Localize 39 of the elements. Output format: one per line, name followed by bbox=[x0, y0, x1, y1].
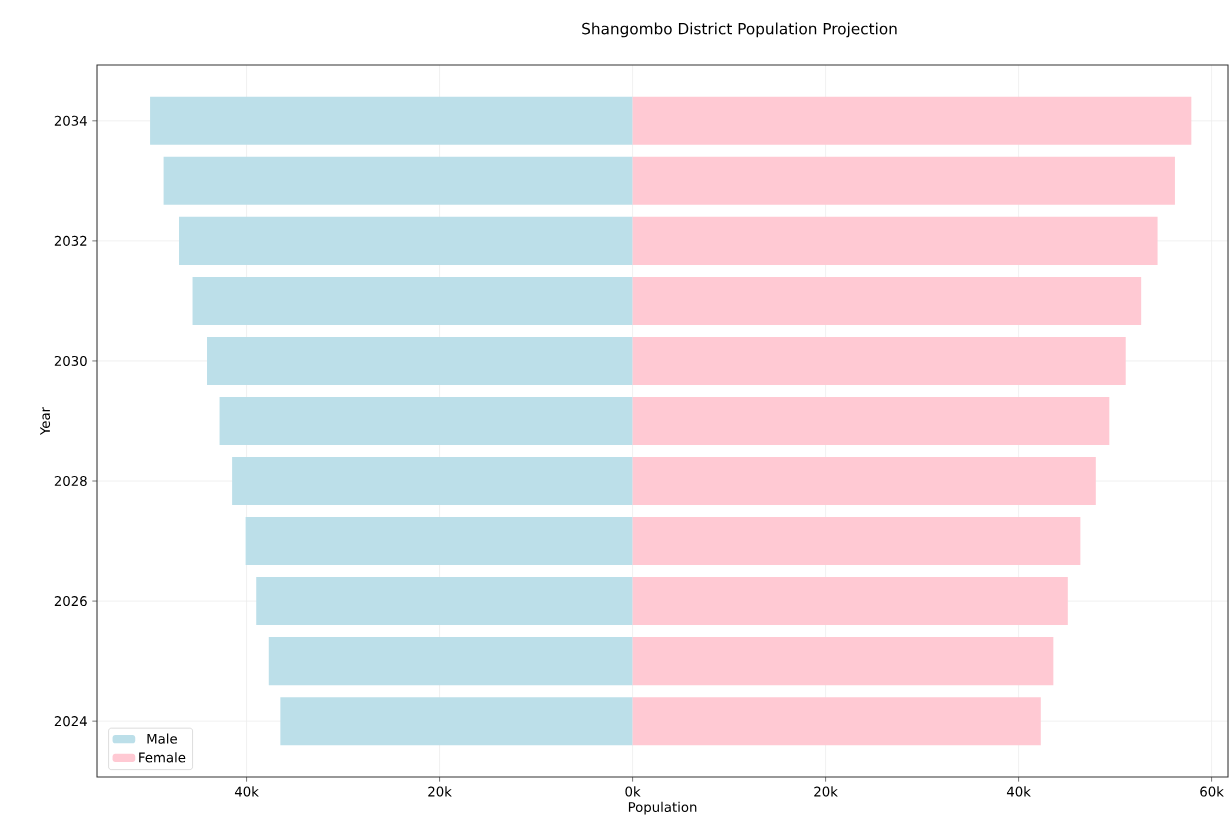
x-tick-label: 0k bbox=[625, 786, 641, 797]
y-tick-label: 2024 bbox=[54, 716, 87, 727]
bar bbox=[268, 637, 633, 686]
bar bbox=[219, 396, 633, 445]
x-tick-label: 20k bbox=[814, 786, 838, 797]
y-tick-label: 2026 bbox=[54, 596, 87, 607]
bar bbox=[245, 517, 633, 566]
bar bbox=[179, 216, 633, 265]
chart-title: Shangombo District Population Projection bbox=[582, 22, 897, 38]
x-tick-label: 20k bbox=[428, 786, 452, 797]
bar bbox=[632, 697, 1041, 746]
bar bbox=[632, 276, 1142, 325]
y-tick-label: 2032 bbox=[54, 235, 87, 246]
x-tick-label: 60k bbox=[1200, 786, 1224, 797]
bar bbox=[280, 697, 633, 746]
bar bbox=[207, 336, 633, 385]
bar bbox=[232, 457, 633, 506]
y-tick-label: 2034 bbox=[54, 115, 87, 126]
y-tick-label: 2030 bbox=[54, 355, 87, 366]
bar bbox=[632, 216, 1158, 265]
bar bbox=[632, 156, 1175, 205]
bar bbox=[256, 577, 633, 626]
x-axis-title: Population bbox=[628, 801, 697, 815]
bar bbox=[632, 396, 1110, 445]
y-tick-label: 2028 bbox=[54, 475, 87, 487]
legend-label: Female bbox=[139, 752, 186, 763]
bar bbox=[163, 156, 633, 205]
y-axis-title: Year bbox=[40, 406, 51, 436]
bar bbox=[632, 577, 1068, 626]
bar bbox=[192, 276, 633, 325]
legend-label: Male bbox=[147, 733, 177, 744]
x-tick-label: 40k bbox=[1006, 786, 1031, 797]
bar bbox=[632, 517, 1081, 566]
bar bbox=[632, 336, 1126, 385]
bar bbox=[632, 96, 1192, 145]
bar bbox=[632, 457, 1096, 506]
bar bbox=[150, 96, 633, 145]
x-tick-label: 40k bbox=[234, 786, 259, 797]
bar bbox=[632, 637, 1054, 686]
